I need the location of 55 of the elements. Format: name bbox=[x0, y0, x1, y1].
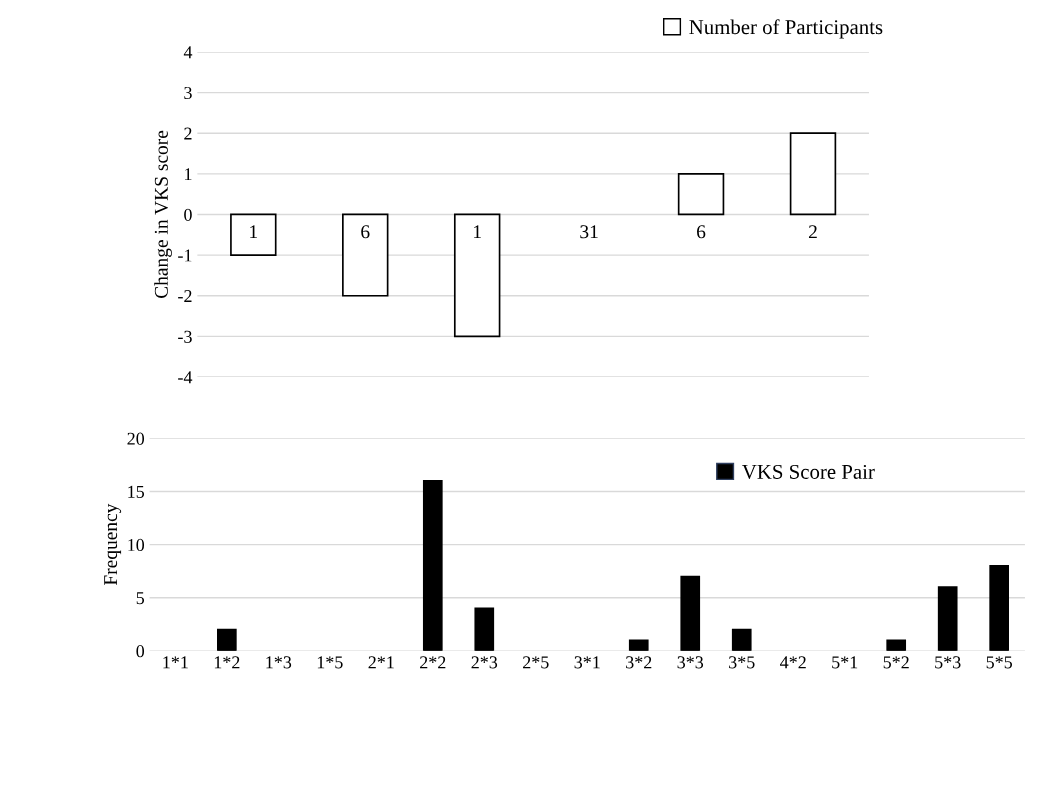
y-tick-label: -3 bbox=[178, 330, 192, 343]
y-tick-label: 0 bbox=[184, 208, 192, 221]
y-tick-label: 4 bbox=[183, 46, 193, 59]
bar bbox=[230, 213, 277, 256]
y-axis-title: Change in VKS score bbox=[154, 130, 172, 298]
bar bbox=[342, 213, 389, 297]
y-tick-label: 20 bbox=[127, 432, 145, 445]
bar bbox=[422, 480, 443, 651]
annotation: 2 bbox=[808, 225, 817, 239]
bar bbox=[677, 172, 725, 216]
x-tick-label: 3*5 bbox=[729, 656, 755, 669]
x-tick-label: 5*3 bbox=[935, 656, 961, 669]
y-tick-label: 15 bbox=[128, 485, 145, 498]
y-tick-label: 10 bbox=[128, 538, 145, 552]
y-axis-title: Frequency bbox=[104, 503, 122, 586]
y-tick-label: 2 bbox=[184, 127, 192, 140]
bar bbox=[680, 575, 701, 651]
x-tick-label: 5*1 bbox=[832, 656, 858, 669]
x-tick-label: 3*2 bbox=[626, 656, 652, 669]
legend-label: Number of Participants bbox=[689, 19, 883, 39]
bar bbox=[731, 628, 752, 651]
bar bbox=[937, 586, 958, 651]
x-tick-label: 2*5 bbox=[523, 656, 549, 669]
y-tick-label: 1 bbox=[185, 168, 192, 181]
x-tick-label: 5*2 bbox=[883, 656, 909, 669]
bar bbox=[216, 628, 237, 651]
bar bbox=[453, 213, 501, 338]
bar bbox=[474, 607, 495, 651]
y-tick-label: -2 bbox=[178, 290, 192, 302]
bar bbox=[886, 639, 907, 651]
x-tick-label: 2*2 bbox=[420, 656, 446, 669]
x-tick-label: 2*3 bbox=[471, 656, 498, 669]
y-tick-label: -1 bbox=[178, 249, 192, 262]
x-tick-label: 3*1 bbox=[574, 656, 600, 669]
annotation: 31 bbox=[580, 225, 598, 239]
x-tick-label: 1*5 bbox=[317, 656, 343, 669]
bar bbox=[789, 132, 837, 216]
x-tick-label: 5*5 bbox=[986, 656, 1013, 669]
annotation: 1 bbox=[474, 225, 481, 239]
x-tick-label: 3*3 bbox=[677, 656, 704, 669]
y-tick-label: 0 bbox=[136, 645, 145, 658]
bar bbox=[628, 639, 649, 651]
x-tick-label: 1*2 bbox=[214, 656, 240, 669]
annotation: 1 bbox=[250, 225, 258, 239]
y-tick-label: -4 bbox=[178, 371, 193, 384]
x-tick-label: 4*2 bbox=[780, 656, 806, 669]
x-tick-label: 2*1 bbox=[368, 656, 394, 669]
bar bbox=[989, 565, 1010, 651]
x-tick-label: 1*3 bbox=[266, 656, 292, 669]
legend-label: VKS Score Pair bbox=[742, 464, 875, 480]
annotation: 6 bbox=[361, 225, 370, 239]
y-tick-label: 5 bbox=[136, 592, 145, 605]
x-tick-label: 1*1 bbox=[163, 656, 188, 669]
y-tick-label: 3 bbox=[184, 86, 192, 100]
annotation: 6 bbox=[697, 225, 706, 239]
